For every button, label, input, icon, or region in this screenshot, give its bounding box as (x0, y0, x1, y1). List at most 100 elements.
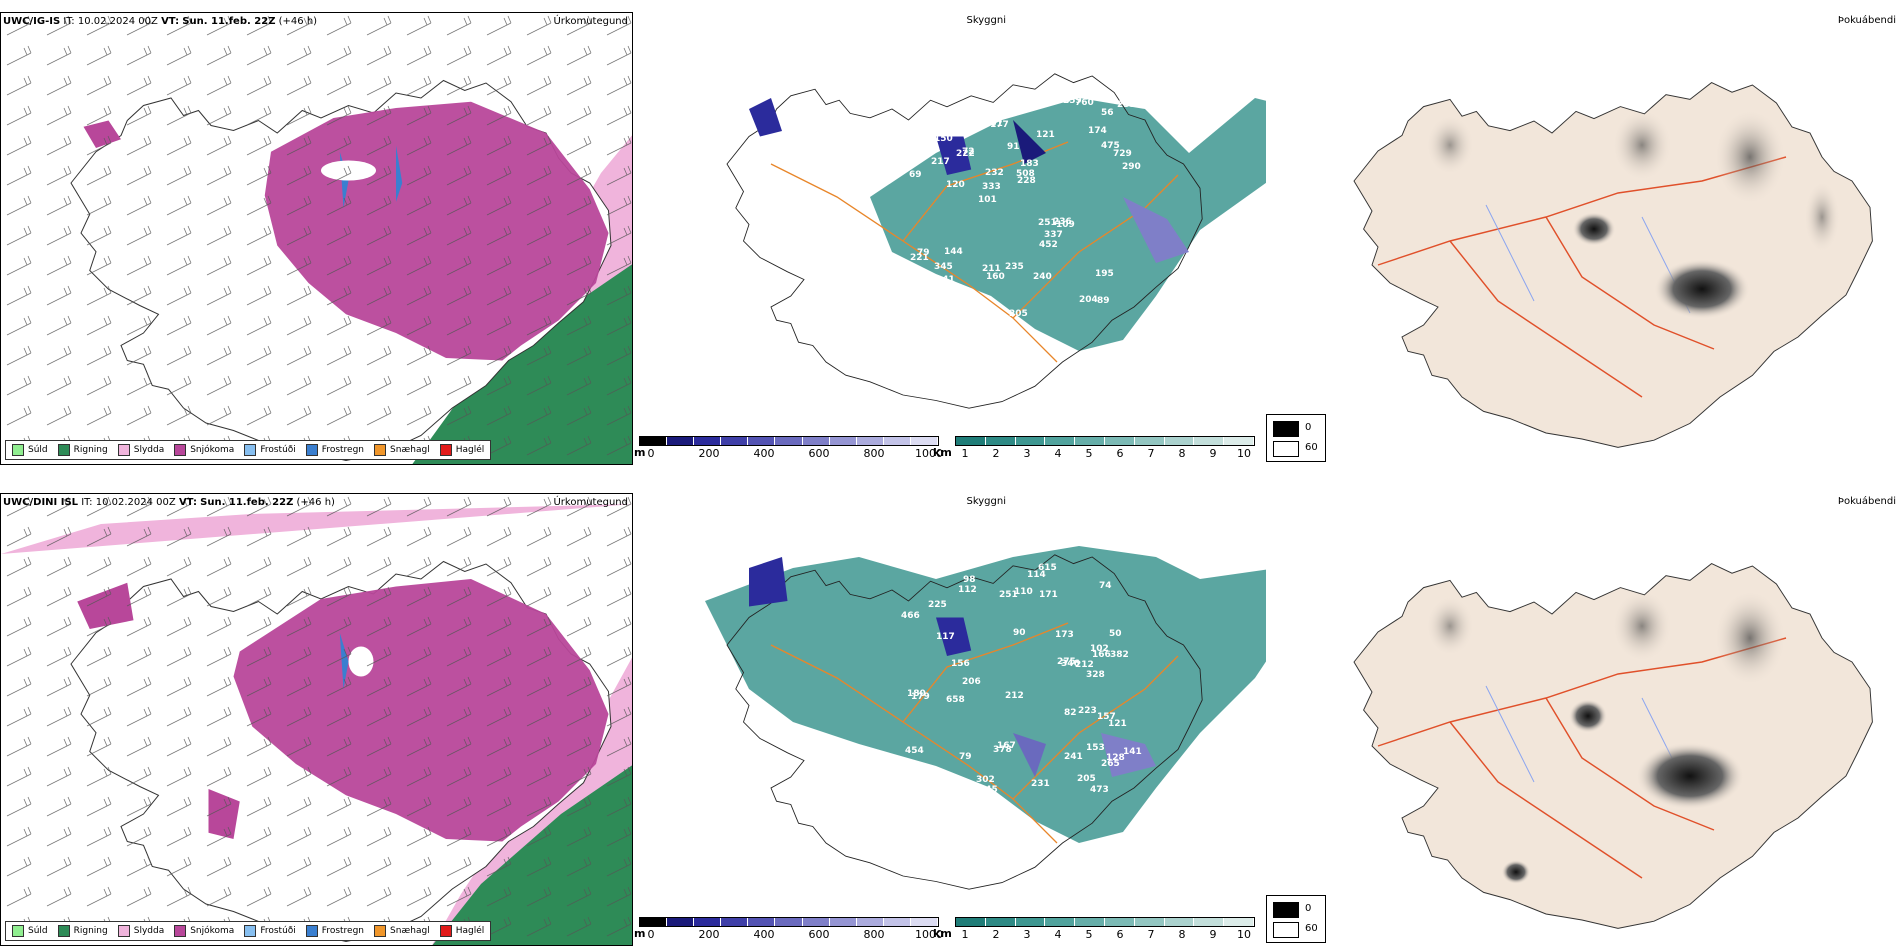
panel-type-label: Skyggni (966, 496, 1006, 507)
ceiling-value-label: 455 (985, 85, 1004, 95)
visibility-tick: 10 (1237, 928, 1251, 941)
legend-swatch (305, 444, 318, 456)
legend-item: Slydda (117, 444, 165, 456)
visibility-tick: 7 (1147, 447, 1155, 460)
legend-label: Frostúði (260, 926, 296, 936)
ceiling-value-label: 378 (993, 745, 1012, 755)
ceiling-value-label: 205 (1009, 309, 1028, 319)
visibility-tick: 2 (992, 447, 1000, 460)
fog-legend-swatch (1273, 922, 1299, 938)
ceiling-value-label: 337 (1044, 230, 1063, 240)
ceiling-value-label: 87 (900, 285, 913, 295)
visibility-tick: 3 (1023, 447, 1031, 460)
visibility-colorbar (955, 436, 1255, 446)
visibility-tick: 3 (1023, 928, 1031, 941)
ceiling-value-label: 114 (1027, 570, 1046, 580)
ceiling-value-label: 729 (1113, 149, 1132, 159)
visibility-map: 153 50 128 90 245 98 102 79 74 117 382 466 328 245 454… (705, 546, 1266, 890)
model-label: UWC/IG-IS (3, 16, 61, 27)
ceiling-value-label: 245 (907, 772, 926, 782)
ceiling-scale: 0 200 400 600 800 1000 m (634, 436, 943, 460)
ceiling-value-label: 156 (951, 659, 970, 669)
visibility-tick: 5 (1085, 928, 1093, 941)
ceiling-value-label: 251 (1038, 218, 1057, 228)
ceiling-value-label: 475 (1101, 141, 1120, 151)
visibility-tick: 7 (1147, 928, 1155, 941)
ceiling-tick: 200 (698, 447, 720, 460)
ceiling-value-label: 658 (946, 695, 965, 705)
ceiling-value-label: 167 (997, 741, 1016, 751)
legend-item: Snjókoma (174, 925, 234, 937)
legend-swatch (57, 444, 70, 456)
panel-type-label: Skyggni (966, 15, 1006, 26)
ceiling-value-label: 144 (944, 247, 963, 257)
ceiling-value-label: 231 (1031, 779, 1050, 789)
it-value: 10.02.2024 00Z (95, 497, 176, 508)
panel-type-label: Þokuábendi (1837, 15, 1896, 26)
legend-item: Frostúði (244, 925, 296, 937)
ceiling-value-label: 170 (902, 301, 921, 311)
ceiling-value-label: 98 (963, 575, 976, 585)
visibility-colorbar (955, 917, 1255, 927)
it-label: IT: (81, 497, 93, 508)
ceiling-tick: 400 (753, 928, 775, 941)
ceiling-value-label: 615 (1038, 563, 1057, 573)
ceiling-value-label: 333 (982, 182, 1001, 192)
ceiling-value-label: 259 (1063, 96, 1082, 106)
ceiling-tick: 800 (863, 447, 885, 460)
ceiling-value-label: 121 (1108, 719, 1127, 729)
ceiling-value-label: 265 (1101, 759, 1120, 769)
legend-item: Rigning (57, 444, 108, 456)
legend-label: Súld (28, 445, 48, 455)
fog-map (1353, 81, 1874, 449)
precip-type-map (1, 13, 632, 464)
ceiling-value-label: 72 (962, 147, 975, 157)
ceiling-value-label: 101 (984, 119, 1003, 129)
ceiling-value-label: 56 (1101, 108, 1114, 118)
ceiling-tick: 1000 (915, 928, 943, 941)
ceiling-value-label: 109 (1056, 220, 1075, 230)
ceiling-tick: 800 (863, 928, 885, 941)
model-label: UWC/DINI ISL (3, 497, 79, 508)
legend-swatch (244, 925, 257, 937)
legend-swatch (439, 444, 452, 456)
visibility-tick: 1 (961, 447, 969, 460)
fog-panel-bottom: Þokuábendi 0 60 (1266, 493, 1900, 946)
ceiling-value-label: 225 (928, 600, 947, 610)
ceiling-value-label: 454 (905, 746, 924, 756)
legend-swatch (57, 925, 70, 937)
legend-label: Snjókoma (190, 445, 235, 455)
legend-label: Slydda (133, 445, 165, 455)
legend-item: Snæhagl (374, 444, 430, 456)
ceiling-value-label: 452 (1039, 240, 1058, 250)
ceiling-value-label: 290 (1122, 162, 1141, 172)
visibility-tick: 2 (992, 928, 1000, 941)
legend-swatch (12, 925, 24, 937)
ceiling-value-label: 136 (1052, 95, 1071, 105)
visibility-scale: 1 2 3 4 5 6 7 8 9 10 km (933, 436, 1255, 460)
fog-legend-swatch (1273, 421, 1299, 437)
legend-swatch (439, 925, 452, 937)
ceiling-value-label: 102 (921, 300, 940, 310)
vt-label: VT: (178, 497, 197, 508)
ceiling-value-label: 50 (1109, 629, 1122, 639)
legend-swatch (374, 444, 387, 456)
legend-label: Rigning (73, 445, 108, 455)
ceiling-value-label: 473 (1090, 785, 1109, 795)
ceiling-value-label: 328 (1086, 670, 1105, 680)
legend-item: Haglél (439, 444, 485, 456)
legend-item: Frostregn (305, 925, 364, 937)
ceiling-value-label: 999 (943, 293, 962, 303)
ceiling-value-label: 222 (956, 149, 975, 159)
visibility-tick: 6 (1116, 928, 1124, 941)
legend-swatch (244, 444, 257, 456)
ceiling-value-label: 220 (900, 308, 919, 318)
ceiling-value-label: 90 (1013, 628, 1026, 638)
legend-label: Haglél (455, 445, 485, 455)
fog-legend-label: 60 (1305, 923, 1318, 934)
legend-swatch (174, 444, 187, 456)
ceiling-value-label: 211 (982, 264, 1001, 274)
legend-item: Slydda (117, 925, 164, 937)
precip-type-panel-top: UWC/IG-IS IT: 10.02.2024 00Z VT: Sun. 11… (0, 12, 633, 465)
legend-label: Frostregn (321, 445, 365, 455)
